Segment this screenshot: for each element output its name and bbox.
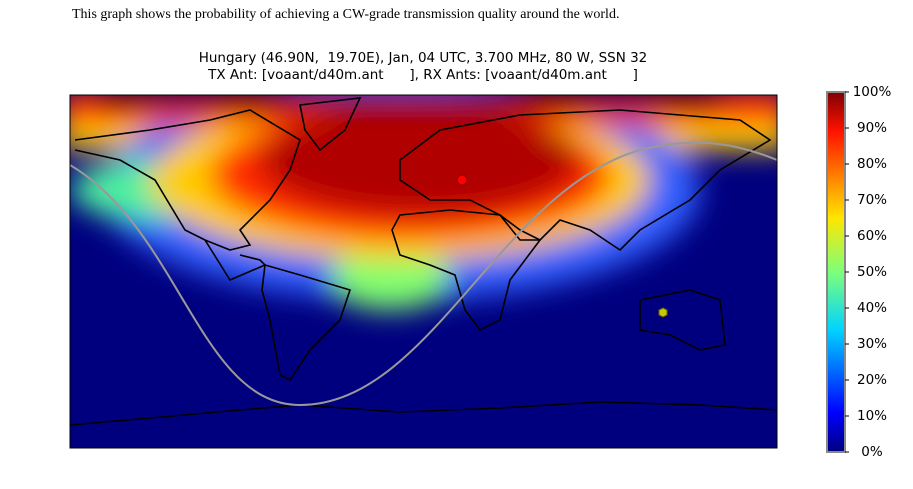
colorbar-tick-label: 10% bbox=[857, 408, 887, 424]
colorbar-tick-label: 60% bbox=[857, 228, 887, 244]
terminator bbox=[70, 141, 777, 407]
colorbar-tick-label: 90% bbox=[857, 120, 887, 136]
map bbox=[70, 95, 777, 448]
colorbar-tick-label: 80% bbox=[857, 156, 887, 172]
colorbar-tick-label: 50% bbox=[857, 264, 887, 280]
colorbar-tick-label: 40% bbox=[857, 300, 887, 316]
title-line: TX Ant: [voaant/d40m.ant ], RX Ants: [vo… bbox=[207, 67, 638, 83]
rx-marker bbox=[658, 307, 668, 318]
colorbar: 0% 10% 20% 30% 40% 50% 60% 70% 80% 90% 100% bbox=[826, 84, 892, 460]
caption: This graph shows the probability of achi… bbox=[72, 7, 620, 22]
tx-marker bbox=[456, 174, 468, 186]
colorbar-tick-label: 30% bbox=[857, 336, 887, 352]
map-frame bbox=[69, 94, 778, 449]
colorbar-tick-label: 20% bbox=[857, 372, 887, 388]
title-line: Hungary (46.90N, 19.70E), Jan, 04 UTC, 3… bbox=[199, 50, 648, 66]
colorbar-tick-label: 0% bbox=[861, 444, 883, 460]
coastlines bbox=[70, 97, 777, 426]
colorbar-tick-label: 100% bbox=[853, 84, 892, 100]
colorbar-tick-label: 70% bbox=[857, 192, 887, 208]
